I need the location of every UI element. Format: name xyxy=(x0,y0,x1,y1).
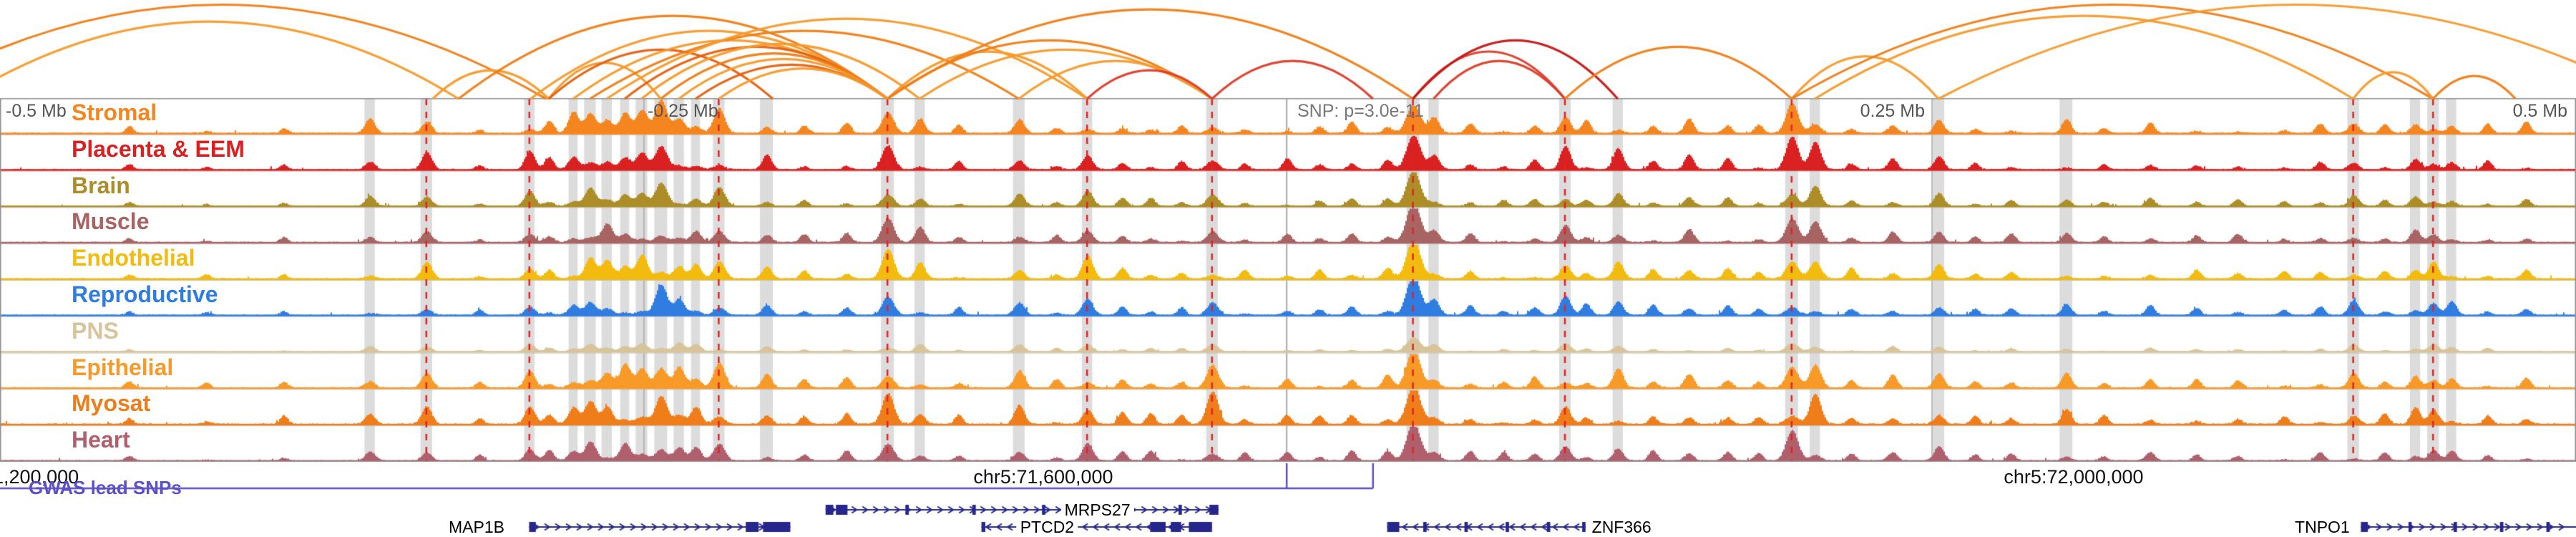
axis-label-minus-quarter-mb: -0.25 Mb xyxy=(648,101,718,121)
track-label-epithelial: Epithelial xyxy=(72,354,174,380)
track-label-reproductive: Reproductive xyxy=(72,281,218,307)
gene-label-tnpo1: TNPO1 xyxy=(2291,518,2353,536)
axis-label-plus-half-mb: 0.5 Mb xyxy=(2512,101,2567,121)
track-label-pns: PNS xyxy=(72,317,119,344)
track-label-placenta-eem: Placenta & EEM xyxy=(72,135,245,162)
axis-label-plus-quarter-mb: 0.25 Mb xyxy=(1860,101,1925,121)
gene-label-map1b: MAP1B xyxy=(445,518,508,536)
track-label-heart: Heart xyxy=(72,427,130,453)
axis-label-minus-half-mb: -0.5 Mb xyxy=(6,101,67,121)
gwas-lead-snps-label: GWAS lead SNPs xyxy=(29,477,182,498)
gene-label-ptcd2: PTCD2 xyxy=(1016,518,1078,536)
track-label-brain: Brain xyxy=(72,172,130,198)
gene-label-znf366: ZNF366 xyxy=(1588,518,1655,536)
track-label-myosat: Myosat xyxy=(72,390,151,417)
track-label-endothelial: Endothelial xyxy=(72,245,195,271)
coordinate-label-center: chr5:71,600,000 xyxy=(973,466,1113,488)
snp-pvalue-label: SNP: p=3.0e-11 xyxy=(1297,101,1424,121)
track-label-stromal: Stromal xyxy=(72,100,157,125)
track-label-muscle: Muscle xyxy=(72,208,150,235)
coordinate-label-right: chr5:72,000,000 xyxy=(2004,466,2144,488)
gene-label-mrps27: MRPS27 xyxy=(1060,501,1134,518)
coordinate-label-left: 1,200,000 xyxy=(0,466,79,488)
